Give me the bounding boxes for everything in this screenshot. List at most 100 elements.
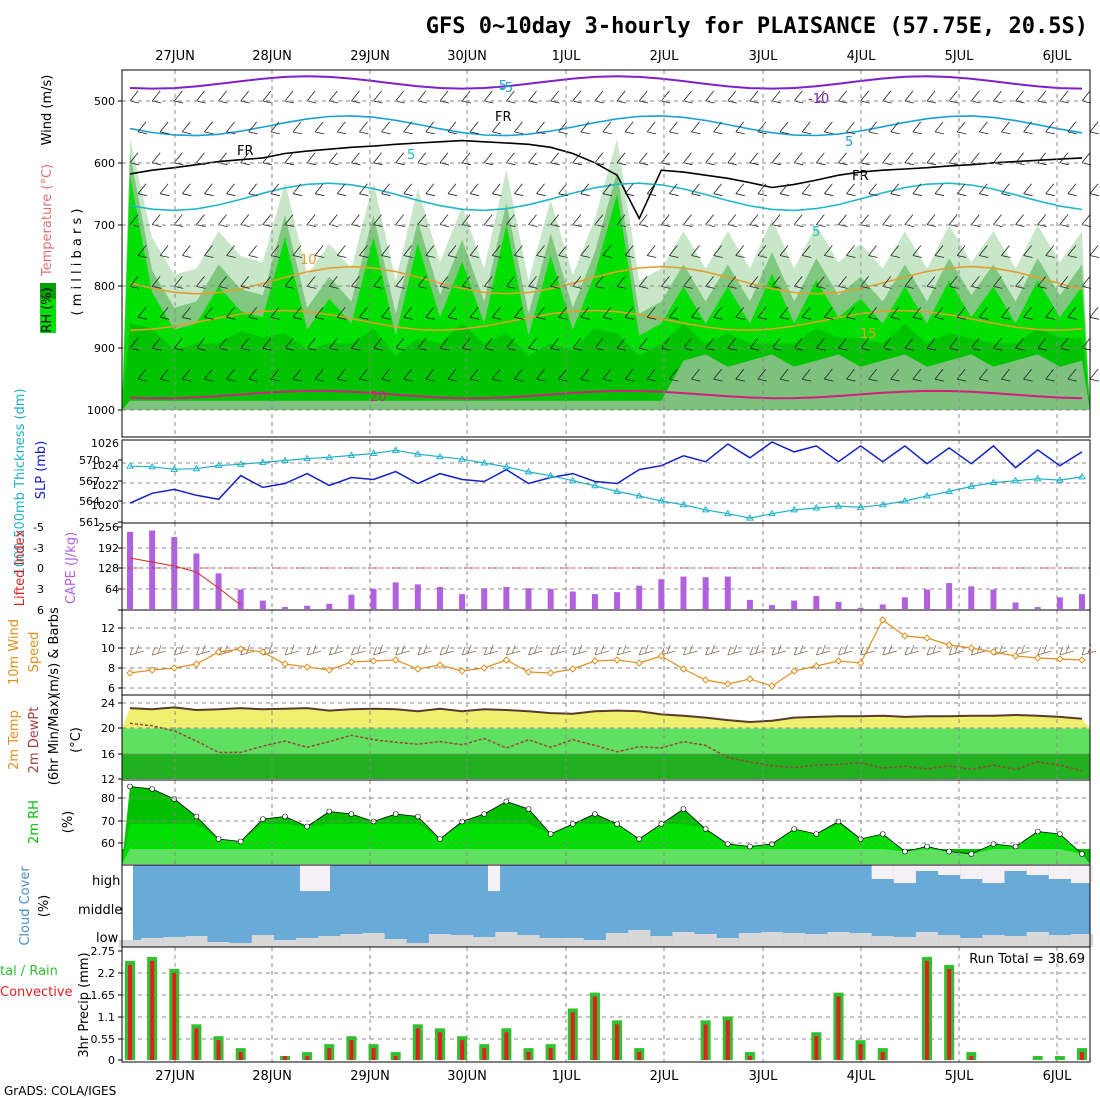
panel-background (122, 523, 1090, 610)
wind-barb (447, 307, 458, 320)
wind-barb (757, 245, 767, 258)
cape-bar (680, 576, 687, 609)
wind-barb (395, 276, 405, 289)
wind-barb (646, 183, 657, 197)
wind-barb (1001, 121, 1011, 135)
cape-bar (924, 589, 931, 609)
wind-barb (713, 307, 723, 320)
low-cloud-bar (628, 930, 651, 947)
wind-barb (558, 121, 568, 135)
low-cloud-bar (871, 936, 894, 947)
wind-barb (713, 368, 723, 382)
wind-barb (403, 307, 413, 320)
rh-marker (569, 821, 576, 827)
wind-barb (181, 183, 192, 197)
temp-fill (122, 707, 1090, 729)
rh-marker (592, 811, 598, 817)
wind-barb (1089, 245, 1100, 258)
low-cloud-bar (606, 933, 629, 947)
wind-speed-marker (679, 665, 688, 673)
thickness-marker (746, 514, 754, 521)
wind-barb (439, 152, 450, 166)
wind-barb (882, 644, 897, 656)
thickness-marker (591, 481, 599, 489)
temp-band-dark (122, 753, 1090, 779)
y-tick-label: 3 (37, 583, 44, 596)
wind-barb (735, 183, 745, 197)
cloud-low-label: low (96, 931, 119, 946)
rh-marker (127, 783, 133, 790)
y-tick-label: 500 (94, 95, 115, 108)
rh-marker (879, 831, 886, 837)
wind-barb (373, 90, 383, 104)
wind-barb (669, 245, 679, 258)
dewpoint-line (129, 722, 1083, 772)
rh-marker (702, 826, 709, 832)
wind-barb (948, 152, 959, 166)
wind-barb (151, 276, 162, 289)
precip-convective-bar (570, 1012, 575, 1060)
wind-speed-marker (923, 634, 931, 642)
rh-marker (149, 786, 155, 792)
wind-barb (1037, 152, 1047, 166)
wind-barb (1023, 121, 1033, 135)
wind-speed-marker (458, 667, 466, 675)
low-cloud-bar (805, 934, 828, 947)
rh-marker (636, 836, 643, 842)
wind-barb (306, 644, 322, 656)
wind-barb (351, 90, 361, 104)
wind-barb (624, 368, 635, 382)
wind-barb (602, 368, 613, 382)
wind-barb (793, 276, 804, 289)
wind-barb (469, 368, 480, 382)
wind-barb (1067, 183, 1077, 197)
wind-barb (1045, 183, 1055, 197)
y-tick-label: 60 (101, 837, 115, 850)
wind-barb (890, 368, 900, 382)
wind-barb (558, 368, 568, 382)
cape-bar (813, 596, 820, 609)
wind-barb (1001, 307, 1011, 320)
wind-speed-marker (1034, 654, 1042, 662)
cape-tick-label: 192 (98, 542, 119, 555)
wind-barb (447, 183, 458, 197)
wind-barb (151, 644, 167, 656)
y-tick-label: 6 (108, 682, 115, 695)
wind-barb (1037, 214, 1047, 227)
wind-barb (173, 337, 184, 351)
wind-barb (934, 183, 945, 197)
high-cloud-bar (893, 865, 916, 883)
wind-barb (868, 121, 878, 135)
wind-barb (151, 90, 162, 104)
wind-barb (461, 337, 472, 351)
y-tick-label: 24 (101, 697, 115, 710)
wind-barb (691, 245, 701, 258)
y-tick-label: -5 (33, 521, 44, 534)
wind-speed-marker (369, 657, 378, 665)
precip-convective-bar (925, 960, 930, 1060)
high-cloud-bar (915, 865, 939, 871)
wind-barb (1015, 337, 1025, 351)
wind-barb (846, 183, 856, 197)
precip-convective-bar (504, 1032, 509, 1060)
wind-barb (727, 337, 737, 351)
contour-label: FR (495, 110, 512, 125)
wind-barb (173, 90, 184, 104)
wind-barb (801, 307, 812, 320)
wind-barb (248, 183, 258, 197)
wind-barb (284, 214, 295, 227)
wind-barb (846, 245, 856, 258)
wind-barb (846, 121, 856, 135)
wind-barb (904, 644, 919, 656)
wind-barb (602, 245, 613, 258)
wind-barb (226, 183, 236, 197)
wind-barb (137, 368, 148, 382)
wind-barb (749, 276, 759, 289)
wind-speed-marker (657, 652, 666, 660)
cape-bar (1034, 607, 1041, 609)
wind-barb (713, 121, 723, 135)
isotherm-minus-5-line (129, 115, 1083, 137)
wind-barb (912, 183, 922, 197)
wind-barb (226, 368, 236, 382)
wind-barb (284, 152, 295, 166)
